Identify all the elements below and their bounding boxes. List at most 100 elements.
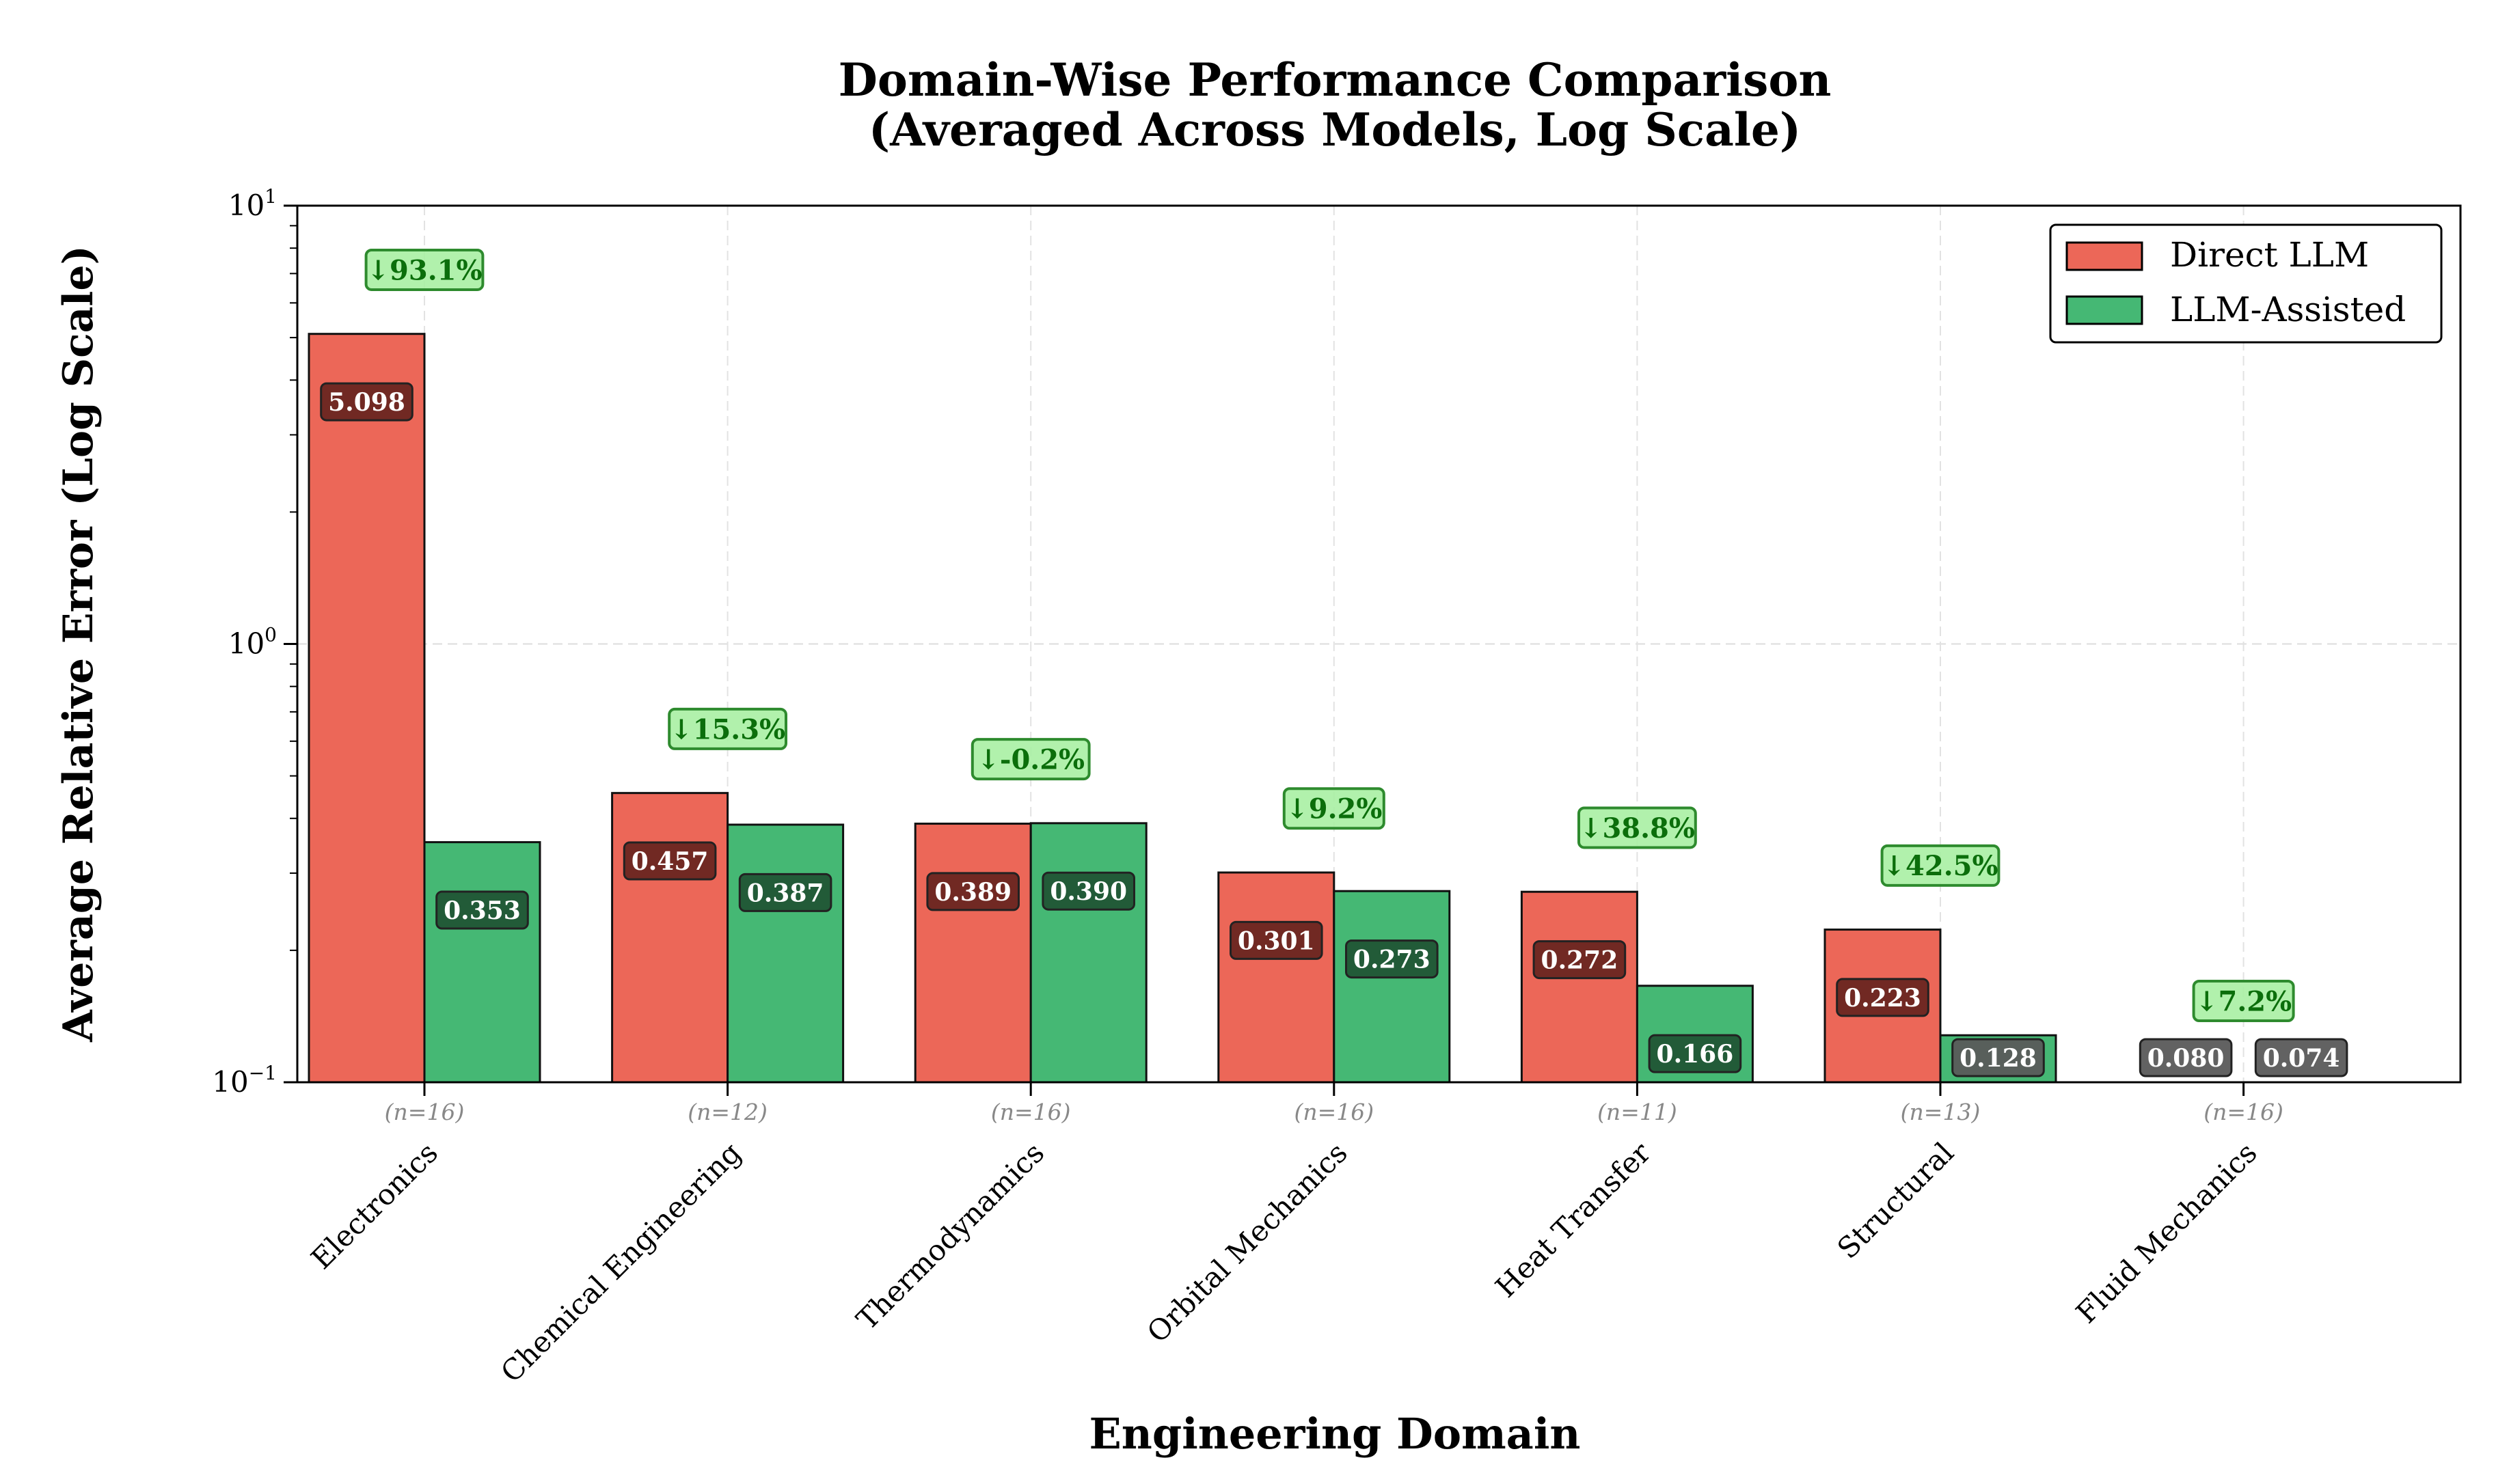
bar-direct	[914, 823, 1032, 1084]
value-label: 0.128	[1951, 1038, 2045, 1077]
value-label-text: 0.301	[1238, 926, 1315, 955]
value-label: 0.387	[738, 872, 832, 912]
value-label-box	[2254, 1038, 2348, 1077]
sample-size-label: (n=12)	[688, 1099, 768, 1125]
sample-size-label: (n=16)	[2203, 1099, 2283, 1125]
legend-label-direct: Direct LLM	[2170, 235, 2369, 275]
improvement-label-box	[668, 707, 788, 750]
y-tick-label: 101	[228, 185, 277, 222]
value-label-box	[1042, 871, 1136, 911]
legend-swatch-assisted	[2065, 295, 2143, 325]
value-label-box	[320, 382, 413, 422]
sample-size-label: (n=16)	[385, 1099, 465, 1125]
legend-box	[2049, 223, 2443, 344]
legend-swatch-direct	[2065, 241, 2143, 271]
value-label-text: 0.353	[444, 896, 521, 925]
value-label: 0.389	[926, 872, 1020, 911]
improvement-label-text: ↓15.3%	[670, 713, 785, 745]
improvement-label-box	[2192, 980, 2295, 1022]
value-label-box	[1951, 1038, 2045, 1077]
value-label: 0.457	[623, 841, 717, 881]
bar-assisted	[423, 841, 541, 1084]
improvement-label: ↓42.5%	[1880, 844, 2001, 887]
value-label-text: 0.128	[1959, 1044, 2037, 1073]
value-label-box	[1230, 920, 1323, 960]
value-label-text: 0.273	[1353, 946, 1430, 974]
value-label: 0.301	[1230, 920, 1323, 960]
value-label: 0.166	[1648, 1034, 1742, 1073]
x-tick-label: Thermodynamics	[850, 1136, 1051, 1336]
bar-direct	[308, 333, 426, 1084]
value-label-text: 0.457	[632, 847, 709, 876]
value-label-text: 0.387	[747, 879, 824, 907]
value-label-box	[738, 872, 832, 912]
bars	[308, 333, 2057, 1084]
y-tick-label: 10−1	[212, 1062, 277, 1099]
chart-title-line2: (Averaged Across Models, Log Scale)	[869, 103, 1801, 156]
bar-direct	[1520, 890, 1638, 1084]
value-label: 0.074	[2254, 1038, 2348, 1077]
x-tick-label: Chemical Engineering	[494, 1136, 747, 1388]
sample-size-label: (n=13)	[1901, 1099, 1981, 1125]
y-axis: 101 100 10−1	[212, 185, 297, 1099]
improvement-label-text: ↓93.1%	[367, 254, 483, 286]
x-axis-label: Engineering Domain	[1089, 1409, 1581, 1459]
improvement-label: ↓7.2%	[2192, 980, 2295, 1022]
improvement-label-box	[1282, 787, 1385, 830]
x-tick-label: Orbital Mechanics	[1141, 1136, 1354, 1349]
value-label-box	[1532, 940, 1627, 980]
x-axis: (n=16) Electronics (n=12) Chemical Engineer…	[305, 1082, 2283, 1389]
value-label: 5.098	[320, 382, 413, 422]
improvement-label-box	[1880, 844, 2001, 887]
value-label: 0.080	[2139, 1038, 2233, 1077]
value-label-text: 0.080	[2147, 1044, 2225, 1073]
value-label-text: 0.074	[2263, 1044, 2340, 1073]
x-tick-label: Fluid Mechanics	[2070, 1136, 2264, 1330]
value-label: 0.223	[1836, 978, 1929, 1017]
value-label-box	[435, 890, 529, 930]
bar-assisted	[1333, 890, 1451, 1084]
bar-direct	[611, 792, 729, 1084]
y-tick-label: 100	[228, 624, 277, 661]
value-label-text: 0.166	[1657, 1040, 1734, 1069]
value-label: 0.390	[1042, 871, 1136, 911]
value-label-box	[926, 872, 1020, 911]
improvement-label-text: ↓9.2%	[1286, 793, 1382, 825]
sample-size-label: (n=16)	[991, 1099, 1071, 1125]
chart-title-line1: Domain-Wise Performance Comparison	[839, 53, 1832, 107]
bar-assisted	[1029, 822, 1148, 1084]
value-labels: 5.098 0.353 ↓93.1% 0.457 0.387 ↓15.3% 0.389 0.3…	[320, 248, 2348, 1077]
sample-size-label: (n=16)	[1294, 1099, 1374, 1125]
improvement-label-text: ↓42.5%	[1883, 850, 1998, 882]
value-label-box	[1648, 1034, 1742, 1073]
bar-assisted	[727, 823, 845, 1084]
improvement-label: ↓9.2%	[1282, 787, 1385, 830]
improvement-label-text: ↓7.2%	[2195, 985, 2292, 1017]
sample-size-label: (n=11)	[1597, 1099, 1677, 1125]
value-label-box	[1836, 978, 1929, 1017]
improvement-label: ↓38.8%	[1577, 806, 1697, 849]
improvement-label: ↓15.3%	[668, 707, 788, 750]
improvement-label-text: ↓-0.2%	[977, 743, 1085, 775]
improvement-label-box	[1577, 806, 1697, 849]
improvement-label-box	[364, 248, 485, 291]
improvement-label-box	[971, 738, 1091, 781]
legend-label-assisted: LLM-Assisted	[2170, 290, 2406, 329]
value-label-box	[2139, 1038, 2233, 1077]
value-label-text: 0.223	[1844, 984, 1921, 1013]
x-tick-label: Heat Transfer	[1489, 1136, 1657, 1304]
y-axis-label: Average Relative Error (Log Scale)	[55, 245, 103, 1043]
improvement-label: ↓-0.2%	[971, 738, 1091, 781]
improvement-label: ↓93.1%	[364, 248, 485, 291]
value-label: 0.273	[1345, 939, 1439, 979]
value-label-text: 0.389	[934, 878, 1012, 907]
value-label-text: 0.272	[1541, 946, 1618, 975]
x-tick-label: Electronics	[305, 1136, 445, 1276]
x-tick-label: Structural	[1831, 1136, 1960, 1265]
value-label: 0.272	[1532, 940, 1627, 980]
legend: Direct LLM LLM-Assisted	[2049, 223, 2443, 344]
value-label-text: 5.098	[328, 388, 405, 417]
value-label-box	[623, 841, 717, 881]
value-label-text: 0.390	[1050, 877, 1127, 906]
